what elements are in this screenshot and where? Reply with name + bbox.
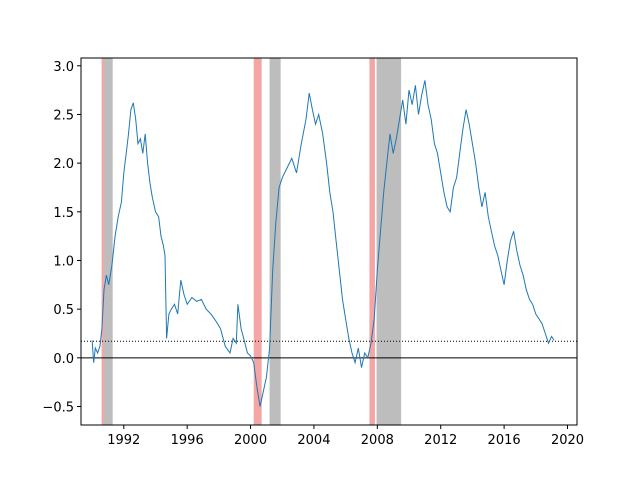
x-tick-label: 2020 [551, 433, 584, 448]
y-tick-label: 0.0 [53, 352, 74, 367]
reference-lines-group [81, 340, 577, 359]
shaded-region-2 [253, 58, 262, 425]
x-tick-label: 2000 [234, 433, 267, 448]
x-axis: 1992 1996 2000 2004 2008 2012 2016 2020 [107, 425, 584, 448]
series-group [91, 80, 555, 407]
y-tick-label: 2.5 [53, 108, 74, 123]
plot-frame [80, 57, 578, 426]
y-tick-label: 1.5 [53, 206, 74, 221]
shaded-region-0 [101, 58, 104, 425]
x-tick-label: 2004 [297, 433, 330, 448]
x-tick-label: 2012 [424, 433, 457, 448]
shaded-region-1 [103, 58, 113, 425]
y-tick-label: 1.0 [53, 254, 74, 269]
x-tick-label: 2016 [488, 433, 521, 448]
y-tick-label: 2.0 [53, 157, 74, 172]
y-axis: −0.5 0.0 0.5 1.0 1.5 2.0 2.5 3.0 [42, 60, 81, 416]
x-tick-label: 1992 [107, 433, 140, 448]
x-tick-label: 1996 [171, 433, 204, 448]
shaded-region-5 [376, 58, 402, 425]
y-tick-label: 3.0 [53, 60, 74, 75]
shaded-region-4 [369, 58, 375, 425]
shaded-region-3 [269, 58, 281, 425]
recession-shading-group [101, 58, 402, 425]
y-tick-label: 0.5 [53, 303, 74, 318]
series-line-0 [91, 80, 555, 407]
y-tick-label: −0.5 [42, 401, 74, 416]
x-tick-label: 2008 [361, 433, 394, 448]
